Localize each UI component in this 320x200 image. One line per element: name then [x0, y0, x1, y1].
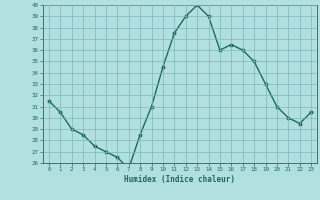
X-axis label: Humidex (Indice chaleur): Humidex (Indice chaleur) — [124, 175, 236, 184]
